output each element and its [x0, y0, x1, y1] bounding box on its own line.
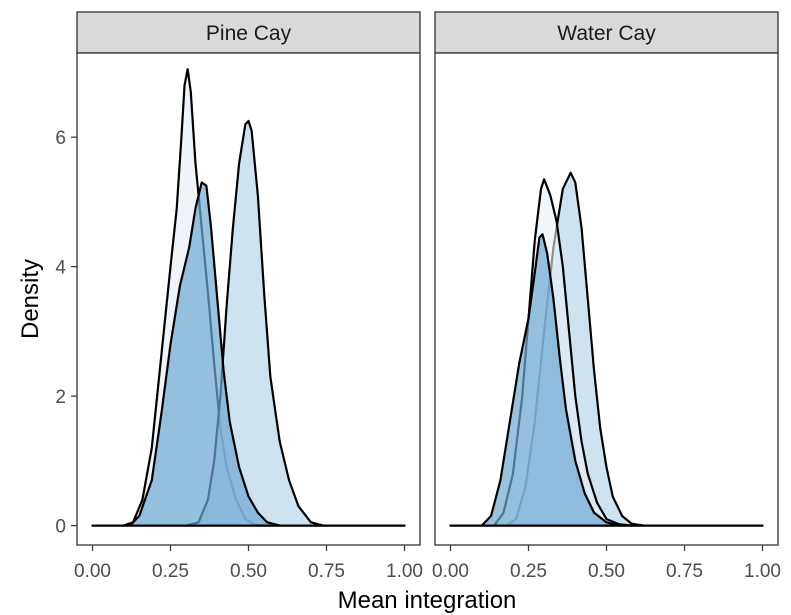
- x-tick-label: 0.25: [152, 561, 189, 582]
- x-tick-label: 0.75: [666, 561, 703, 582]
- y-axis-title: Density: [17, 259, 44, 339]
- x-tick-label: 0.00: [74, 561, 111, 582]
- x-axis-title: Mean integration: [338, 587, 517, 614]
- x-tick-label: 1.00: [386, 561, 423, 582]
- y-tick-label: 0: [55, 517, 66, 538]
- density-area-3: [449, 233, 764, 527]
- facet-strip: [76, 11, 421, 54]
- x-tick-label: 0.50: [230, 561, 267, 582]
- x-tick-label: 1.00: [744, 561, 781, 582]
- x-tick-label: 0.25: [510, 561, 547, 582]
- density-area-3: [91, 181, 406, 527]
- y-tick-label: 2: [55, 387, 66, 408]
- x-tick-label: 0.50: [588, 561, 625, 582]
- facet-title: Pine Cay: [206, 22, 292, 45]
- y-tick-label: 4: [55, 258, 66, 279]
- x-tick-label: 0.75: [308, 561, 345, 582]
- y-tick-label: 6: [55, 128, 66, 149]
- facet-title: Water Cay: [557, 22, 656, 45]
- facet-strip: [434, 11, 779, 54]
- x-tick-label: 0.00: [432, 561, 469, 582]
